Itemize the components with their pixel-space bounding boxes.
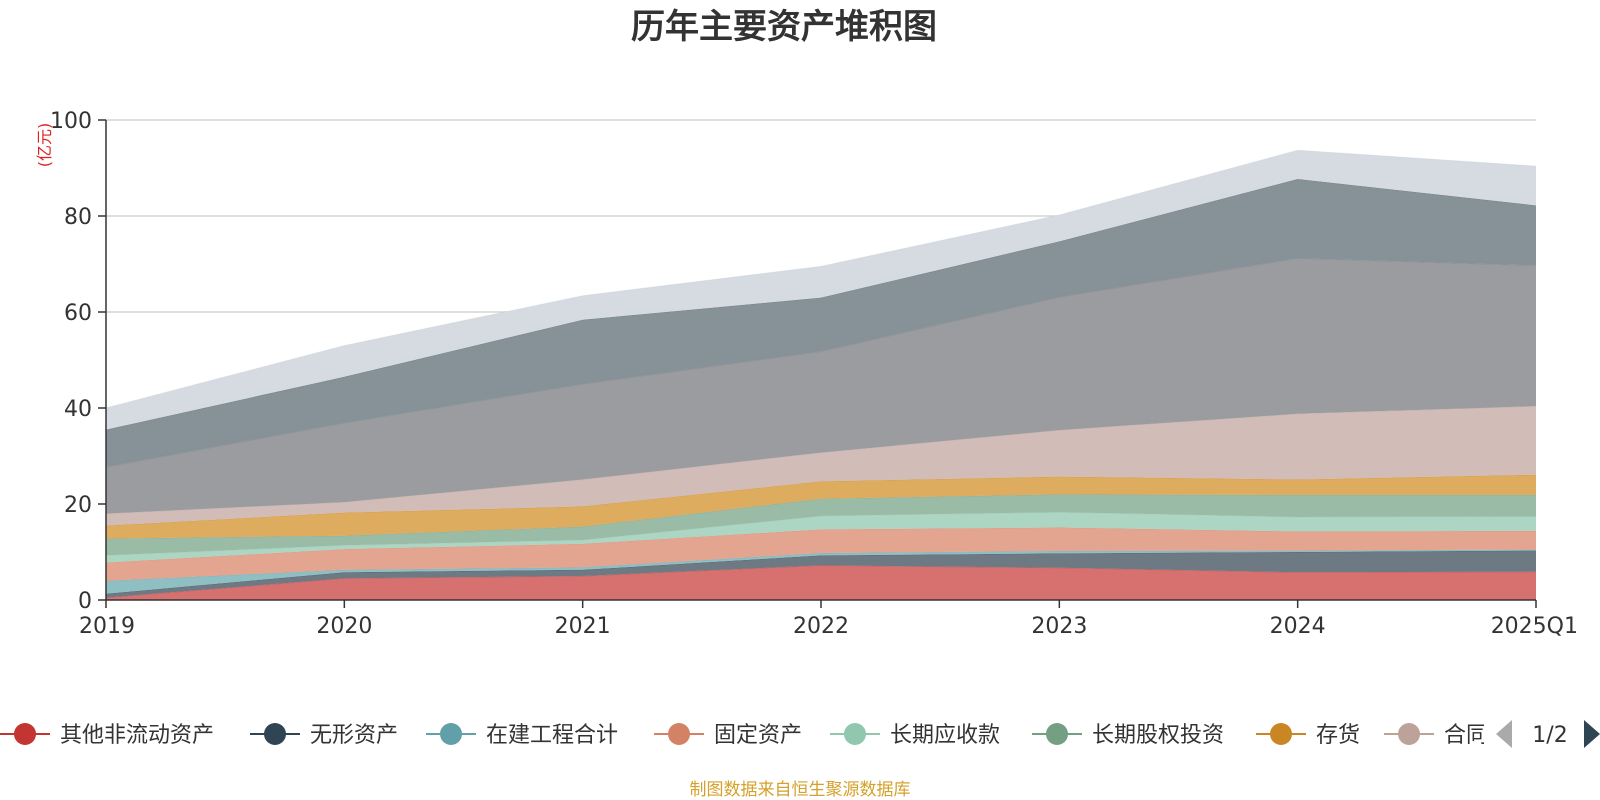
legend-label: 在建工程合计: [486, 723, 618, 748]
legend-marker-icon: [264, 723, 286, 745]
legend-marker-icon: [1398, 723, 1420, 745]
area-series-edge: [105, 149, 1537, 409]
legend-item[interactable]: 长期应收款: [830, 723, 1000, 748]
legend-item[interactable]: 无形资产: [250, 723, 398, 748]
legend-marker-icon: [14, 723, 36, 745]
chart-title: 历年主要资产堆积图: [631, 7, 937, 47]
area-series-4: [106, 527, 1536, 581]
area-series-10: [106, 179, 1536, 467]
legend-item[interactable]: 在建工程合计: [426, 723, 618, 748]
area-series-6: [106, 494, 1536, 556]
legend-label: 固定资产: [714, 723, 802, 748]
y-axis-unit-label: (亿元): [35, 123, 54, 168]
legend-pager: 1/2: [1496, 720, 1600, 748]
area-series-9: [106, 258, 1536, 514]
legend-marker-icon: [668, 723, 690, 745]
legend-item[interactable]: 固定资产: [654, 723, 802, 748]
legend-marker-icon: [1046, 723, 1068, 745]
legend-marker-icon: [1270, 723, 1292, 745]
x-tick-label: 2022: [793, 614, 849, 639]
legend-label: 长期应收款: [890, 723, 1000, 748]
legend-item[interactable]: 合同资产: [1384, 723, 1532, 748]
legend-item[interactable]: 存货: [1256, 723, 1360, 748]
x-tick-label: 2024: [1270, 614, 1326, 639]
legend-label: 长期股权投资: [1092, 723, 1224, 748]
y-tick-label: 60: [64, 301, 92, 326]
area-series-11: [106, 150, 1536, 430]
y-tick-label: 20: [64, 493, 92, 518]
x-tick-label: 2019: [79, 614, 135, 639]
y-tick-label: 80: [64, 205, 92, 230]
legend-label: 其他非流动资产: [60, 723, 214, 748]
x-tick-label: 2023: [1031, 614, 1087, 639]
x-tick-label: 2020: [316, 614, 372, 639]
area-series-5: [106, 512, 1536, 563]
y-tick-labels: 0 20 40 60 80 100: [50, 109, 106, 614]
legend-marker-icon: [440, 723, 462, 745]
legend-prev-icon[interactable]: [1496, 720, 1512, 748]
y-tick-label: 100: [50, 109, 92, 134]
area-series-8: [106, 406, 1536, 526]
x-tick-label: 2025Q1: [1491, 614, 1578, 639]
source-note: 制图数据来自恒生聚源数据库: [690, 780, 911, 800]
legend-label: 无形资产: [310, 723, 398, 748]
area-series-7: [106, 474, 1536, 539]
x-tick-labels: 2019 2020 2021 2022 2023 2024 2025Q1: [79, 600, 1578, 639]
legend-label: 存货: [1316, 723, 1360, 748]
area-series-group: [105, 149, 1537, 600]
legend-next-icon[interactable]: [1584, 720, 1600, 748]
legend-item[interactable]: 其他非流动资产: [0, 723, 214, 748]
legend-item[interactable]: 长期股权投资: [1032, 723, 1224, 748]
y-tick-label: 40: [64, 397, 92, 422]
area-series-2: [106, 550, 1536, 598]
area-series-1: [106, 565, 1536, 600]
x-tick-label: 2021: [555, 614, 611, 639]
area-series-3: [106, 549, 1536, 594]
legend[interactable]: 其他非流动资产 无形资产 在建工程合计 固定资产 长期应收款 长期股权投资 存货 合同资产: [0, 723, 1532, 748]
legend-marker-icon: [844, 723, 866, 745]
legend-page-indicator: 1/2: [1532, 723, 1567, 748]
legend-label: 合同资产: [1444, 723, 1532, 748]
y-tick-label: 0: [78, 589, 92, 614]
